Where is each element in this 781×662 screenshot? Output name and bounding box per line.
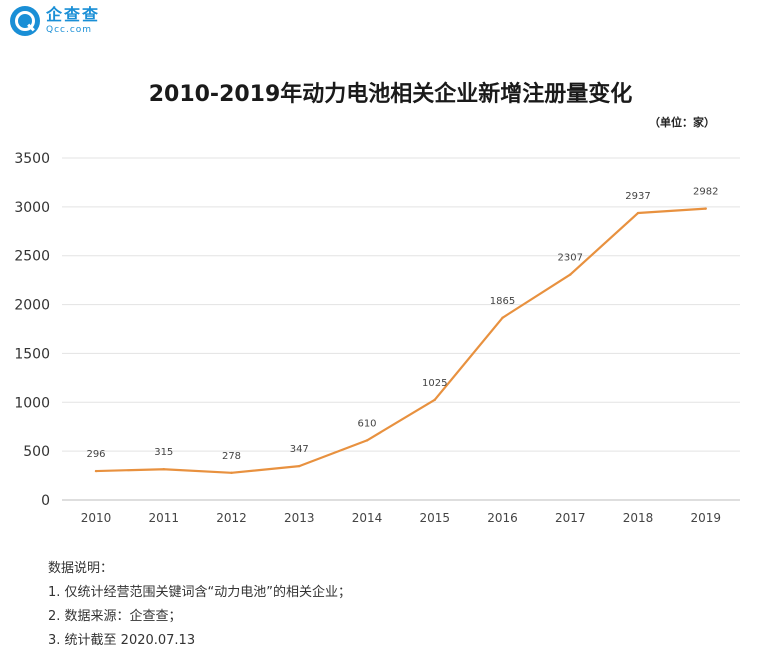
x-tick-label: 2018 <box>623 511 654 525</box>
x-tick-label: 2019 <box>690 511 721 525</box>
y-tick-label: 0 <box>41 493 50 509</box>
data-label: 2307 <box>558 253 583 264</box>
data-label: 2937 <box>625 191 650 202</box>
y-tick-label: 1500 <box>14 346 50 362</box>
note-item-1: 1. 仅统计经营范围关键词含“动力电池”的相关企业； <box>48 585 352 600</box>
x-tick-label: 2017 <box>555 511 586 525</box>
y-tick-label: 3500 <box>14 151 50 167</box>
data-label: 315 <box>154 447 173 458</box>
x-tick-label: 2010 <box>81 511 112 525</box>
note-item-2: 2. 数据来源：企查查； <box>48 609 182 624</box>
brand-domain: Qcc.com <box>46 25 93 35</box>
line-chart: 0 500 1000 1500 2000 2500 3000 3500 2010 2011 2012… <box>14 151 740 525</box>
data-point <box>501 316 504 319</box>
y-tick-label: 3000 <box>14 200 50 216</box>
data-point <box>365 439 369 442</box>
chart-title: 2010-2019年动力电池相关企业新增注册量变化 <box>148 82 633 107</box>
x-tick-label: 2012 <box>216 511 247 525</box>
notes-heading: 数据说明： <box>48 561 114 576</box>
x-tick-label: 2013 <box>284 511 315 525</box>
data-label: 347 <box>290 444 309 455</box>
y-tick-label: 500 <box>23 444 50 460</box>
data-point <box>162 468 165 471</box>
data-point <box>433 398 436 402</box>
y-tick-label: 2500 <box>14 249 50 265</box>
data-point <box>569 273 572 276</box>
data-label: 610 <box>357 418 376 429</box>
data-label: 1025 <box>422 378 447 389</box>
brand-logo: 企查查 Qcc.com <box>10 6 100 36</box>
unit-label: （单位：家） <box>649 116 715 129</box>
x-tick-label: 2016 <box>487 511 518 525</box>
x-tick-label: 2014 <box>352 511 383 525</box>
x-tick-label: 2011 <box>148 511 179 525</box>
x-tick-label: 2015 <box>419 511 450 525</box>
data-label: 296 <box>86 449 105 460</box>
data-notes: 数据说明： 1. 仅统计经营范围关键词含“动力电池”的相关企业； 2. 数据来源… <box>48 557 351 653</box>
data-point <box>94 469 98 473</box>
data-point <box>298 464 301 468</box>
note-item-3: 3. 统计截至 2020.07.13 <box>48 633 196 648</box>
data-point <box>704 207 707 210</box>
brand-name: 企查查 <box>46 5 101 24</box>
data-label: 1865 <box>490 296 515 307</box>
data-point <box>230 471 233 475</box>
data-label: 2982 <box>693 187 718 198</box>
data-point <box>636 211 640 215</box>
series-line <box>95 207 706 474</box>
y-tick-label: 2000 <box>14 298 50 314</box>
y-tick-label: 1000 <box>14 395 50 411</box>
search-logo-icon <box>10 6 40 36</box>
data-label: 278 <box>222 451 241 462</box>
